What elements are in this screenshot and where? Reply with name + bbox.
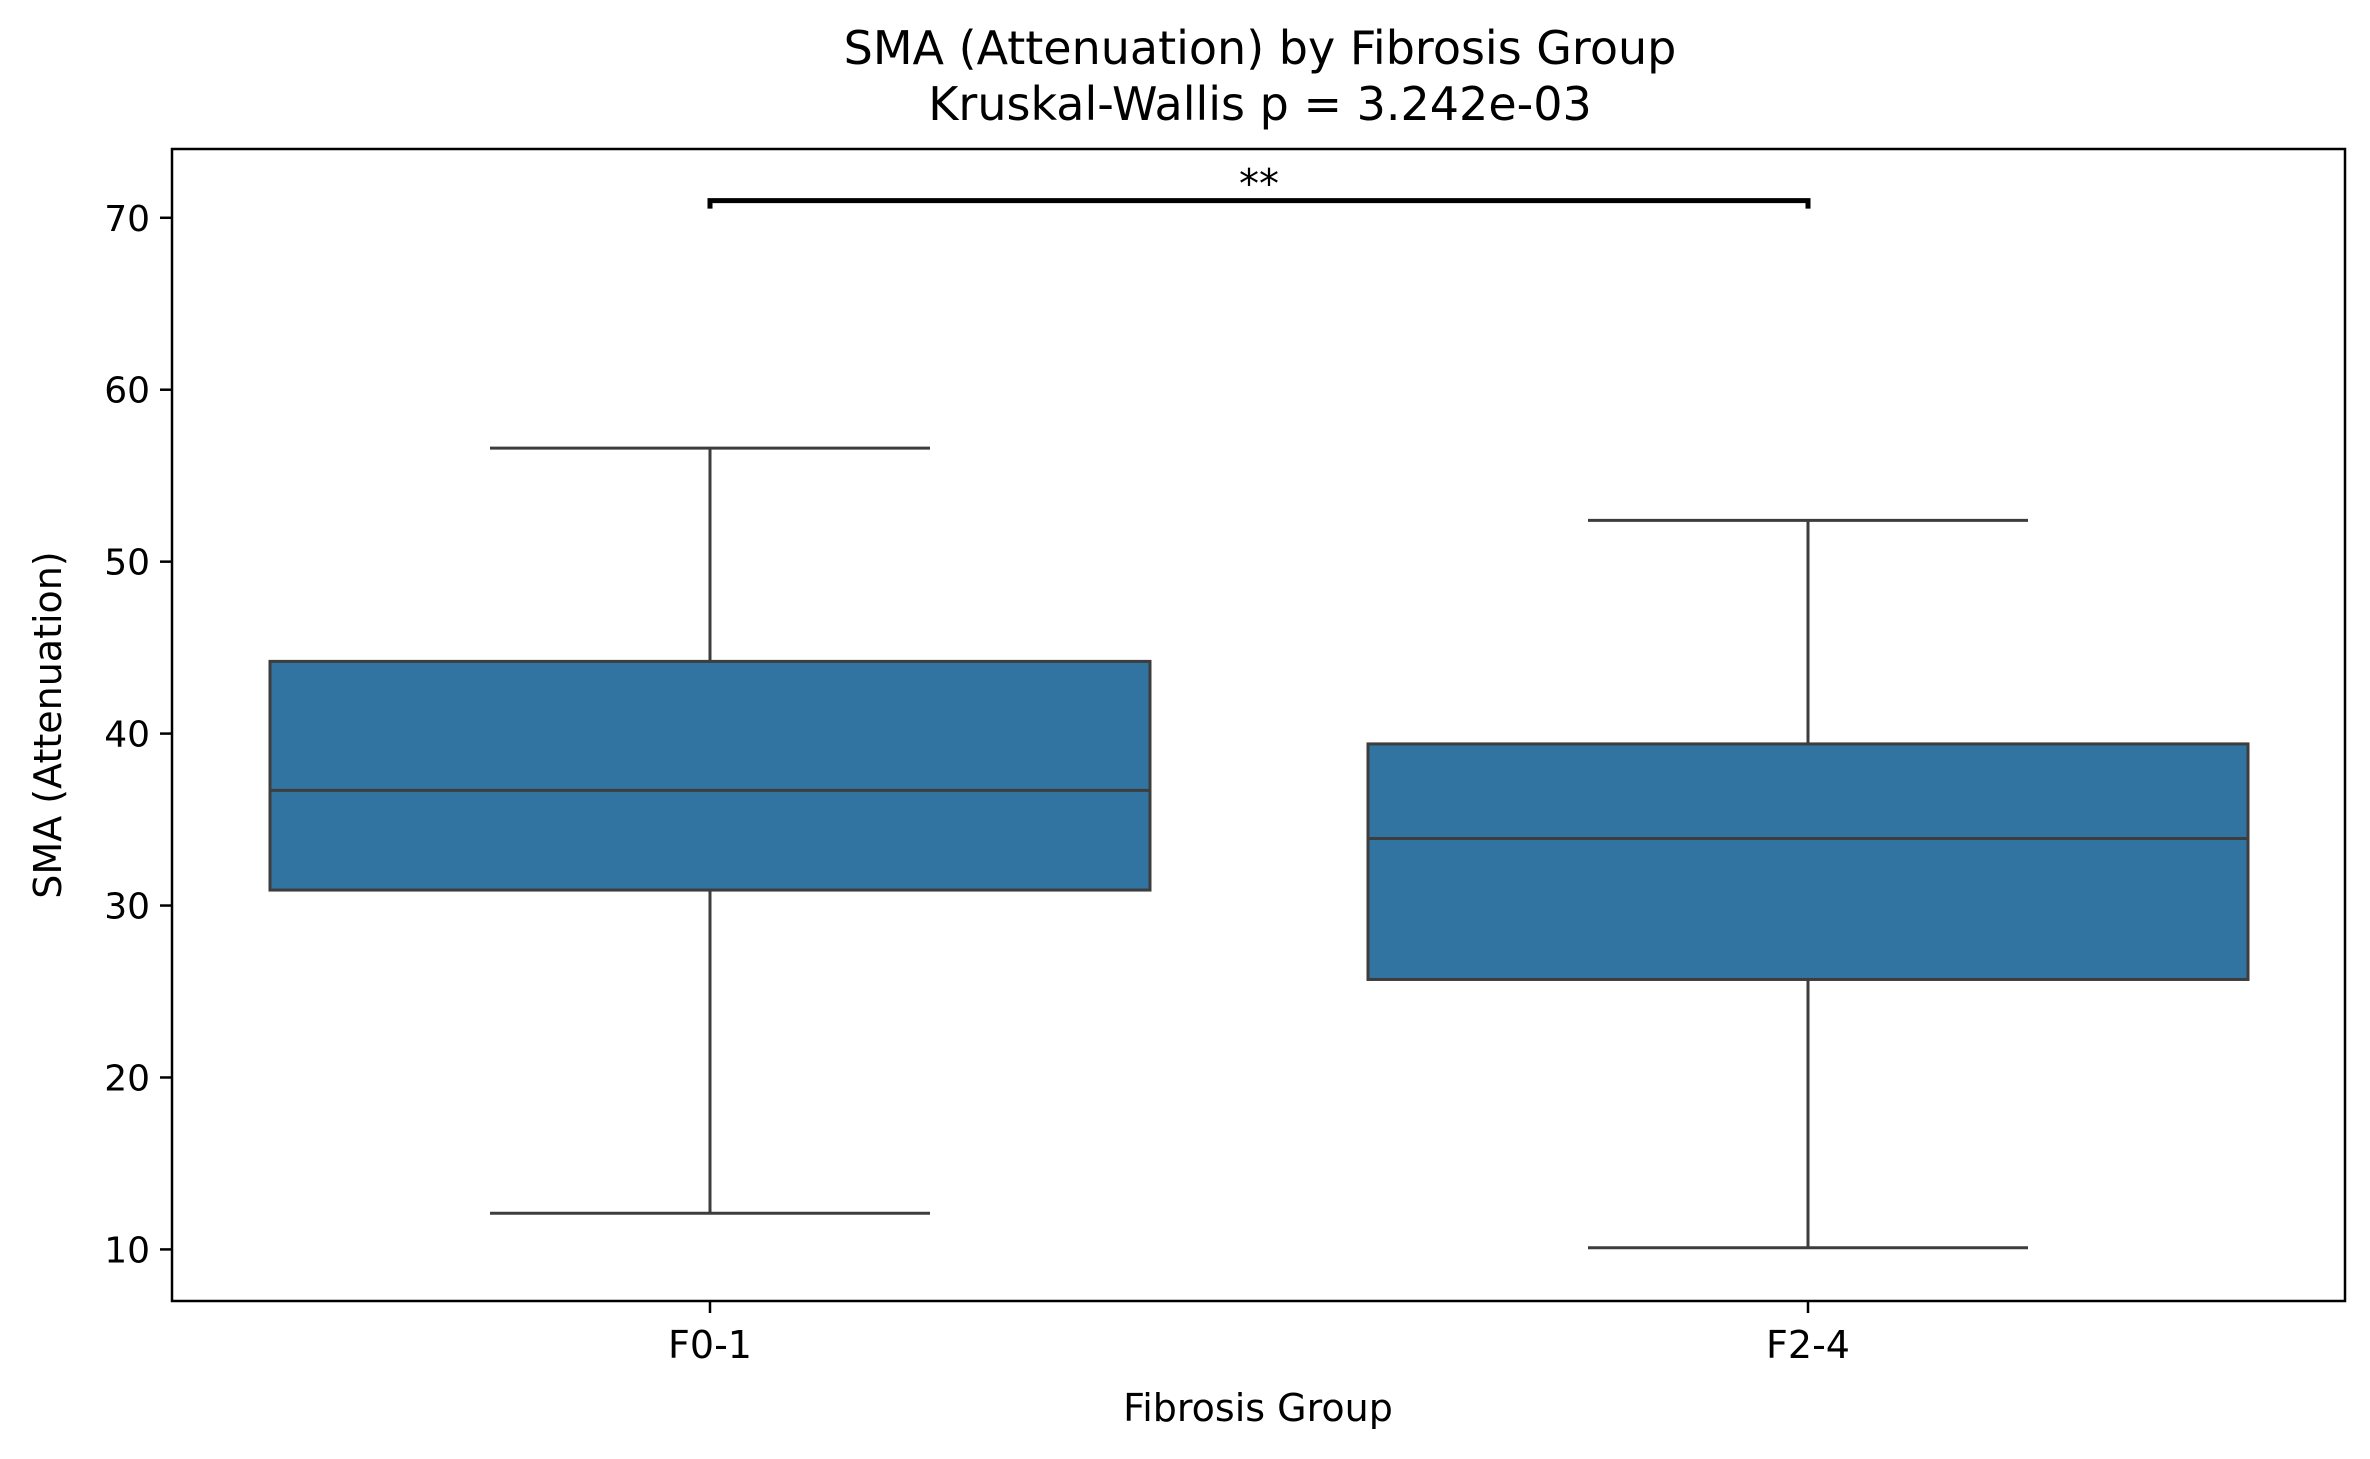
x-tick-label: F0-1 [668,1323,752,1367]
chart-subtitle: Kruskal-Wallis p = 3.242e-03 [928,77,1592,131]
plot-frame [170,147,2347,1303]
y-tick-label: 30 [104,887,150,928]
box-iqr [268,659,1152,892]
y-tick-label: 40 [104,715,150,756]
box-iqr [1366,742,2250,981]
y-tick-label: 50 [104,543,150,584]
y-tick-label: 20 [104,1058,150,1099]
significance-bracket [707,198,1811,209]
y-tick-label: 70 [104,199,150,240]
y-tick-label: 10 [104,1230,150,1271]
x-axis-label: Fibrosis Group [1123,1386,1393,1430]
y-tick-label: 60 [104,371,150,412]
x-tick-label: F2-4 [1766,1323,1850,1367]
chart-title: SMA (Attenuation) by Fibrosis Group [844,21,1677,75]
significance-label: ** [1239,162,1279,208]
y-axis-label: SMA (Attenuation) [26,551,70,898]
